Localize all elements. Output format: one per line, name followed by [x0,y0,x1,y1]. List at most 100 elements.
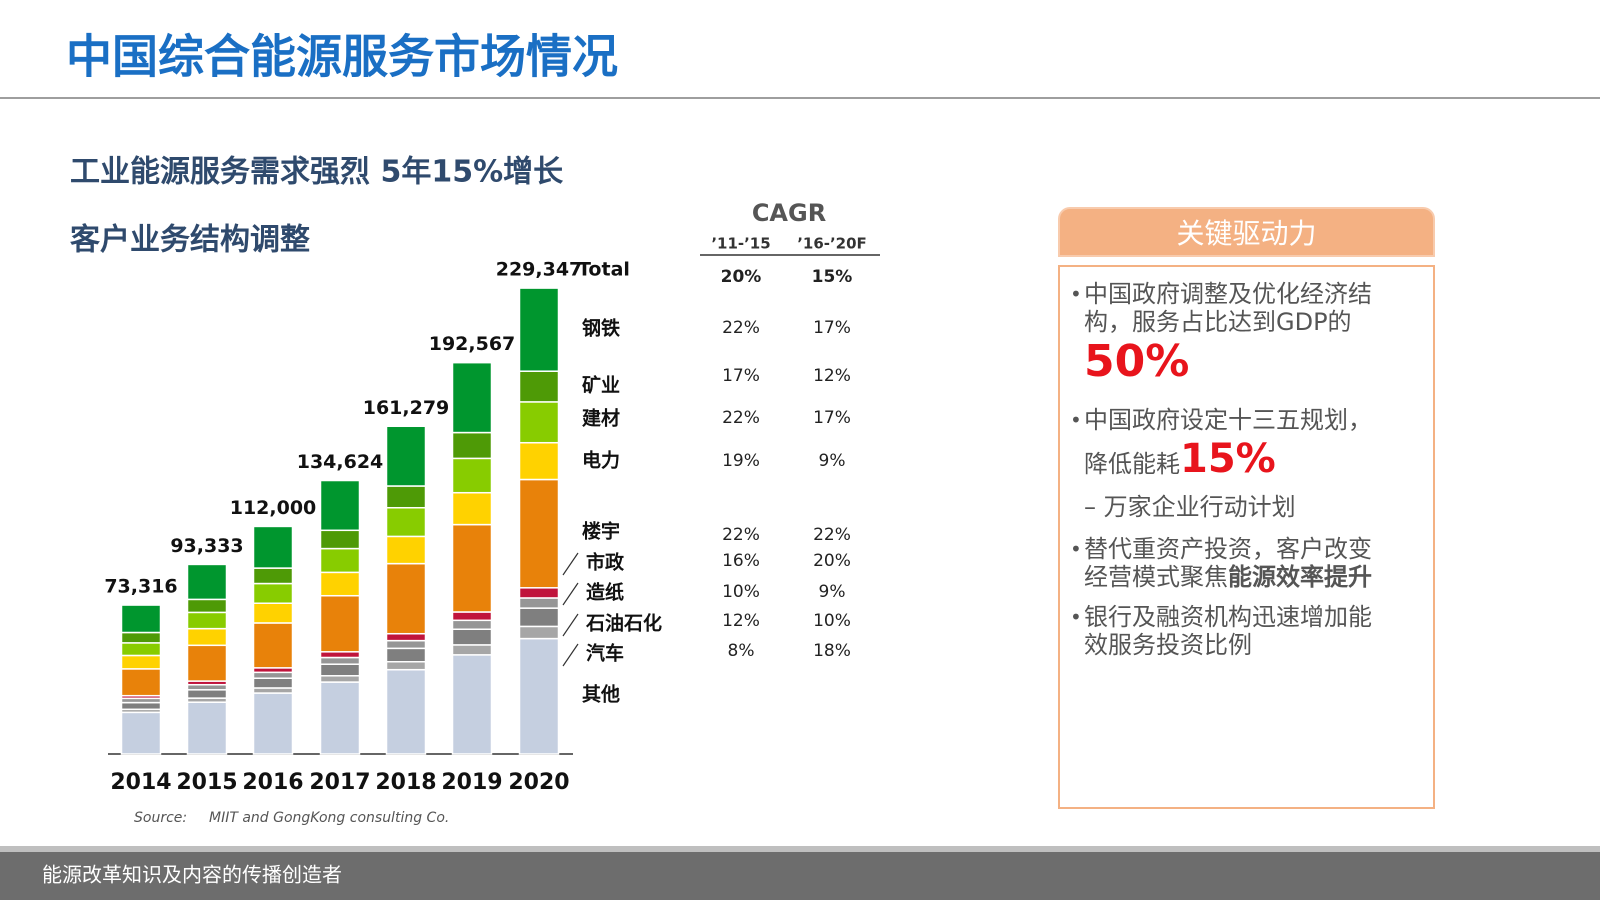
legend-label: 市政 [586,551,625,574]
bar-segment [385,485,427,509]
bar-segment [319,547,361,574]
leader-line [562,582,579,606]
x-tick-label: 2015 [176,770,237,795]
slide-title: 中国综合能源服务市场情况 [66,30,618,84]
leader-line [562,613,579,637]
driver-line: 中国政府调整及优化经济结 [1084,280,1372,308]
bar-segment [186,701,228,755]
driver-line: 效服务投资比例 [1084,631,1252,659]
bar-segment [451,628,493,646]
panel-body: • 中国政府调整及优化经济结 构，服务占比达到GDP的 50% • 中国政府设定… [1058,265,1435,809]
bullet: • [1070,408,1082,432]
bar-segment [319,651,361,659]
cagr-value: 17% [813,318,851,338]
cagr-value: 16% [722,551,760,571]
footer-text: 能源改革知识及内容的传播创造者 [42,863,342,887]
legend-label: 电力 [582,449,620,472]
cagr-value: 12% [813,366,851,386]
bar-segment [252,567,294,585]
bar-segment [319,479,361,532]
bar-segment [518,401,560,444]
total-name: Total [578,259,630,281]
cagr-value: 9% [819,582,846,602]
bar-segment [186,689,228,699]
legend-label: 造纸 [586,581,624,604]
bar-segment [252,677,294,689]
cagr-value: 8% [728,641,755,661]
bullet: • [1070,605,1082,629]
bar-segment [319,663,361,677]
cagr-value: 20% [813,551,851,571]
footer-strip [0,846,1600,852]
bar-segment [518,625,560,640]
bar-segment [186,611,228,630]
bar-segment [186,598,228,614]
subtitle: 工业能源服务需求强烈 5年15%增长 [70,155,563,190]
total-label: 134,624 [297,451,384,473]
bar-segment [252,692,294,755]
total-label: 229,347 [496,259,583,281]
bar-segment [186,644,228,682]
legend-label: 楼宇 [582,520,620,543]
x-tick-label: 2020 [508,770,569,795]
bar-segment [451,619,493,630]
cagr-value: 22% [722,525,760,545]
bar-segment [385,668,427,755]
bar-segment [319,681,361,755]
total-label: 192,567 [429,333,516,355]
bar-segment [252,687,294,694]
driver-line: 经营模式聚焦能源效率提升 [1084,562,1372,592]
bar-segment [319,571,361,597]
cagr-value: 18% [813,641,851,661]
bar-segment [518,607,560,628]
cagr-value: 20% [721,267,762,287]
cagr-value: 9% [819,451,846,471]
leader-line [562,643,579,667]
driver-text: 降低能耗 [1084,450,1180,478]
driver-line: 替代重资产投资，客户改变 [1084,535,1372,563]
cagr-value: 22% [722,408,760,428]
legend-label: 石油石化 [585,612,662,635]
bar-segment [120,604,162,634]
total-label: 112,000 [230,497,317,519]
bar-segment [186,563,228,601]
driver-line: 构，服务占比达到GDP的 [1084,308,1352,336]
bar-segment [518,370,560,403]
bar-segment [252,671,294,679]
cagr-column: ’16-’20F [797,235,867,253]
total-label: 73,316 [104,576,177,598]
total-label: 161,279 [363,397,450,419]
cagr-value: 17% [813,408,851,428]
bar-segment [451,523,493,613]
x-tick-label: 2017 [309,770,370,795]
subtitle: 客户业务结构调整 [70,223,310,258]
bar-segment [186,627,228,647]
legend-label: 汽车 [586,642,624,665]
bar-segment [252,602,294,624]
bar-segment [120,654,162,670]
driver-text: 经营模式聚焦 [1084,563,1228,591]
bar-segment [385,535,427,565]
bar-segment [385,425,427,487]
cagr-value: 12% [722,611,760,631]
highlight: 15% [1180,436,1276,482]
bar-segment [451,644,493,656]
legend-label: 矿业 [582,374,620,397]
bar-segment [385,661,427,671]
bar-segment [186,683,228,691]
cagr-value: 22% [813,525,851,545]
bar-segment [518,441,560,481]
bar-segment [319,656,361,665]
bar-segment [385,632,427,642]
bar-segment [518,637,560,755]
bar-segment [518,587,560,599]
bar-segment [451,611,493,622]
bar-segment [518,287,560,372]
bar-segment [385,639,427,650]
total-label: 93,333 [170,535,243,557]
bar-segment [518,478,560,589]
bar-segment [451,361,493,434]
x-tick-label: 2018 [375,770,436,795]
